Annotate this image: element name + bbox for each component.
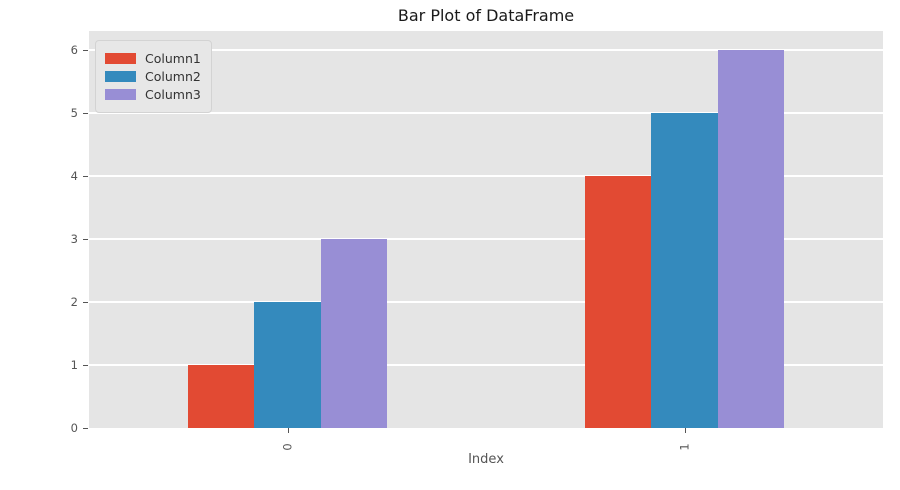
legend-swatch-column2: [105, 71, 136, 82]
x-tick-mark-0: [287, 428, 289, 433]
legend-item-column2: Column2: [105, 69, 201, 84]
gridline-y1: [89, 363, 883, 366]
bar-column3-cat0: [320, 238, 387, 428]
legend-swatch-column3: [105, 89, 136, 100]
y-tick-mark-4: [83, 175, 88, 177]
bar-column1-cat0: [188, 364, 255, 428]
gridline-y6: [89, 48, 883, 51]
x-tick-label-0: 0: [280, 443, 295, 451]
plot-area: Column1 Column2 Column3: [89, 31, 883, 428]
legend-swatch-column1: [105, 53, 136, 64]
y-tick-label-6: 6: [70, 42, 78, 57]
bar-column3-cat1: [717, 49, 784, 428]
legend-item-column3: Column3: [105, 87, 201, 102]
legend-item-column1: Column1: [105, 51, 201, 66]
gridline-y4: [89, 174, 883, 177]
y-tick-mark-0: [83, 428, 88, 429]
bar-column2-cat1: [651, 112, 718, 428]
y-tick-mark-5: [83, 112, 88, 114]
y-tick-mark-1: [83, 364, 88, 366]
legend-label-column3: Column3: [145, 87, 201, 102]
x-tick-mark-1: [684, 428, 686, 433]
x-tick-label-1: 1: [677, 443, 692, 451]
y-tick-mark-3: [83, 238, 88, 240]
legend-label-column1: Column1: [145, 51, 201, 66]
y-tick-mark-6: [83, 49, 88, 51]
y-tick-label-0: 0: [70, 421, 78, 435]
y-tick-label-2: 2: [70, 294, 78, 309]
gridline-y5: [89, 111, 883, 114]
legend: Column1 Column2 Column3: [95, 40, 212, 113]
y-tick-label-1: 1: [70, 357, 78, 372]
chart-title: Bar Plot of DataFrame: [397, 6, 575, 25]
gridline-y2: [89, 300, 883, 303]
y-tick-label-5: 5: [70, 105, 78, 120]
legend-label-column2: Column2: [145, 69, 201, 84]
y-tick-label-4: 4: [70, 168, 78, 183]
y-tick-mark-2: [83, 301, 88, 303]
bar-column2-cat0: [254, 301, 321, 428]
bar-column1-cat1: [585, 175, 652, 428]
y-tick-label-3: 3: [70, 231, 78, 246]
x-axis-label: Index: [468, 452, 504, 467]
gridline-y3: [89, 237, 883, 240]
